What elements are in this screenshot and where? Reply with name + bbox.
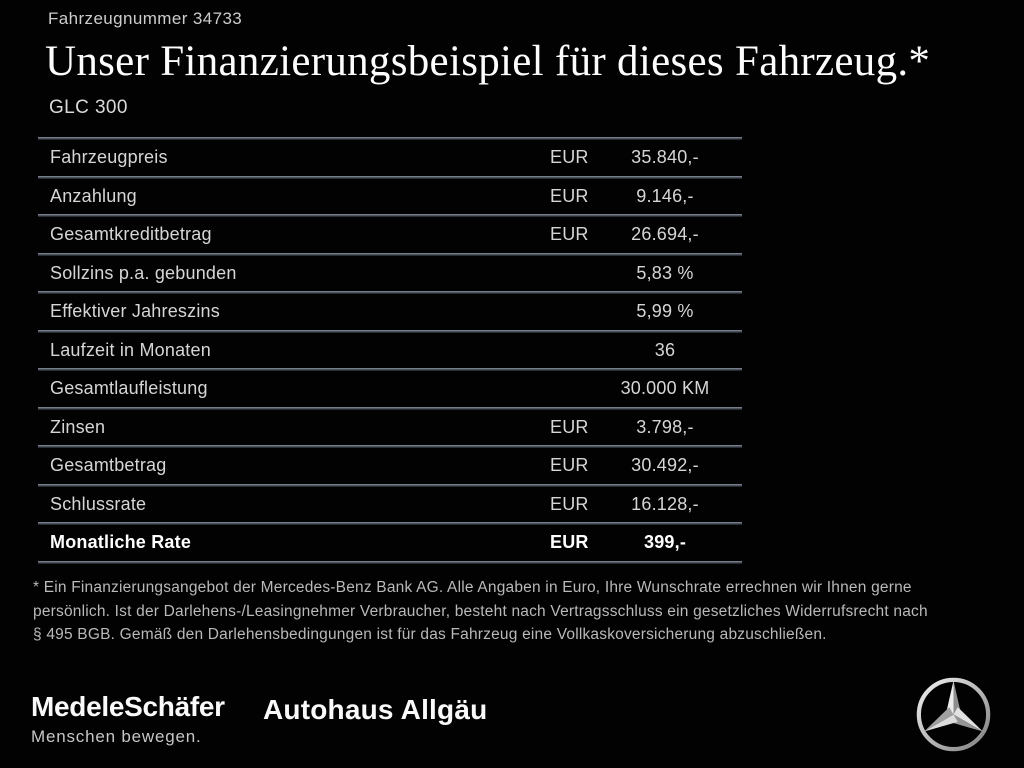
row-label: Fahrzeugpreis	[50, 147, 168, 168]
dealer-logo-autohaus-allgaeu-name: Autohaus Allgäu	[263, 694, 488, 725]
row-value: 3.798,-	[636, 416, 694, 437]
row-divider	[38, 483, 742, 487]
row-label: Anzahlung	[50, 185, 137, 206]
row-divider	[38, 445, 742, 448]
table-row: Fahrzeugpreis EUR 35.840,-	[38, 140, 742, 176]
row-divider	[38, 175, 742, 179]
row-value: 30.000 KM	[620, 378, 710, 399]
table-row: Gesamtkreditbetrag EUR 26.694,-	[38, 217, 742, 253]
row-value: 30.492,-	[631, 455, 699, 476]
dealer-logo-medele-schaefer-name: MedeleSchäfer	[31, 691, 225, 722]
row-divider	[38, 560, 742, 564]
row-currency: EUR	[550, 224, 589, 245]
row-label: Gesamtkreditbetrag	[50, 224, 212, 245]
dealer-logo-autohaus-allgaeu: Autohaus Allgäu	[263, 694, 487, 726]
row-currency: EUR	[550, 147, 589, 168]
row-label: Zinsen	[50, 416, 106, 437]
row-value: 36	[654, 339, 676, 360]
footnote: * Ein Finanzierungsangebot der Mercedes-…	[33, 576, 928, 647]
row-currency: EUR	[550, 532, 589, 553]
table-row: Schlussrate EUR 16.128,-	[38, 487, 742, 523]
table-row: Sollzins p.a. gebunden 5,83 %	[38, 256, 742, 292]
row-divider	[38, 329, 742, 333]
row-divider	[38, 291, 742, 294]
row-label: Effektiver Jahreszins	[50, 301, 220, 322]
row-value: 26.694,-	[631, 224, 699, 245]
row-label: Monatliche Rate	[50, 532, 192, 553]
finance-table: Fahrzeugpreis EUR 35.840,- Anzahlung EUR 9.14…	[38, 137, 742, 564]
row-value: 5,83 %	[636, 262, 694, 283]
row-currency: EUR	[550, 185, 589, 206]
model-name: GLC 300	[49, 97, 128, 118]
row-value: 35.840,-	[631, 147, 699, 168]
table-row: Effektiver Jahreszins 5,99 %	[38, 294, 742, 330]
vehicle-number: Fahrzeugnummer 34733	[48, 9, 243, 28]
footnote-line-3: § 495 BGB. Gemäß den Darlehensbedingunge…	[33, 626, 827, 643]
row-label: Schlussrate	[50, 493, 147, 514]
mercedes-star-icon	[916, 677, 991, 752]
page-title: Unser Finanzierungsbeispiel für dieses F…	[45, 38, 931, 85]
row-value: 9.146,-	[636, 185, 694, 206]
table-row: Anzahlung EUR 9.146,-	[38, 179, 742, 215]
row-label: Sollzins p.a. gebunden	[50, 262, 237, 283]
row-divider	[38, 252, 742, 256]
row-label: Gesamtbetrag	[50, 455, 167, 476]
row-value: 5,99 %	[636, 301, 694, 322]
row-label: Gesamtlaufleistung	[50, 378, 208, 399]
dealer-logo-medele-schaefer: MedeleSchäfer Menschen bewegen.	[31, 691, 225, 747]
table-row: Zinsen EUR 3.798,-	[38, 410, 742, 446]
row-divider	[38, 406, 742, 410]
footnote-line-2: persönlich. Ist der Darlehens-/Leasingne…	[33, 602, 928, 620]
row-value: 16.128,-	[631, 493, 699, 514]
table-row: Gesamtlaufleistung 30.000 KM	[38, 371, 742, 407]
row-divider	[38, 137, 742, 140]
row-divider	[38, 522, 742, 525]
row-currency: EUR	[550, 416, 589, 437]
row-currency: EUR	[550, 455, 589, 476]
table-row: Monatliche Rate EUR 399,-	[38, 525, 742, 561]
row-value: 399,-	[643, 532, 687, 553]
row-label: Laufzeit in Monaten	[50, 339, 211, 360]
row-currency: EUR	[550, 493, 589, 514]
row-divider	[38, 214, 742, 217]
table-row: Gesamtbetrag EUR 30.492,-	[38, 448, 742, 484]
footnote-line-1: * Ein Finanzierungsangebot der Mercedes-…	[33, 579, 912, 596]
table-row: Laufzeit in Monaten 36	[38, 333, 742, 369]
row-divider	[38, 368, 742, 371]
dealer-tagline: Menschen bewegen.	[31, 727, 202, 746]
